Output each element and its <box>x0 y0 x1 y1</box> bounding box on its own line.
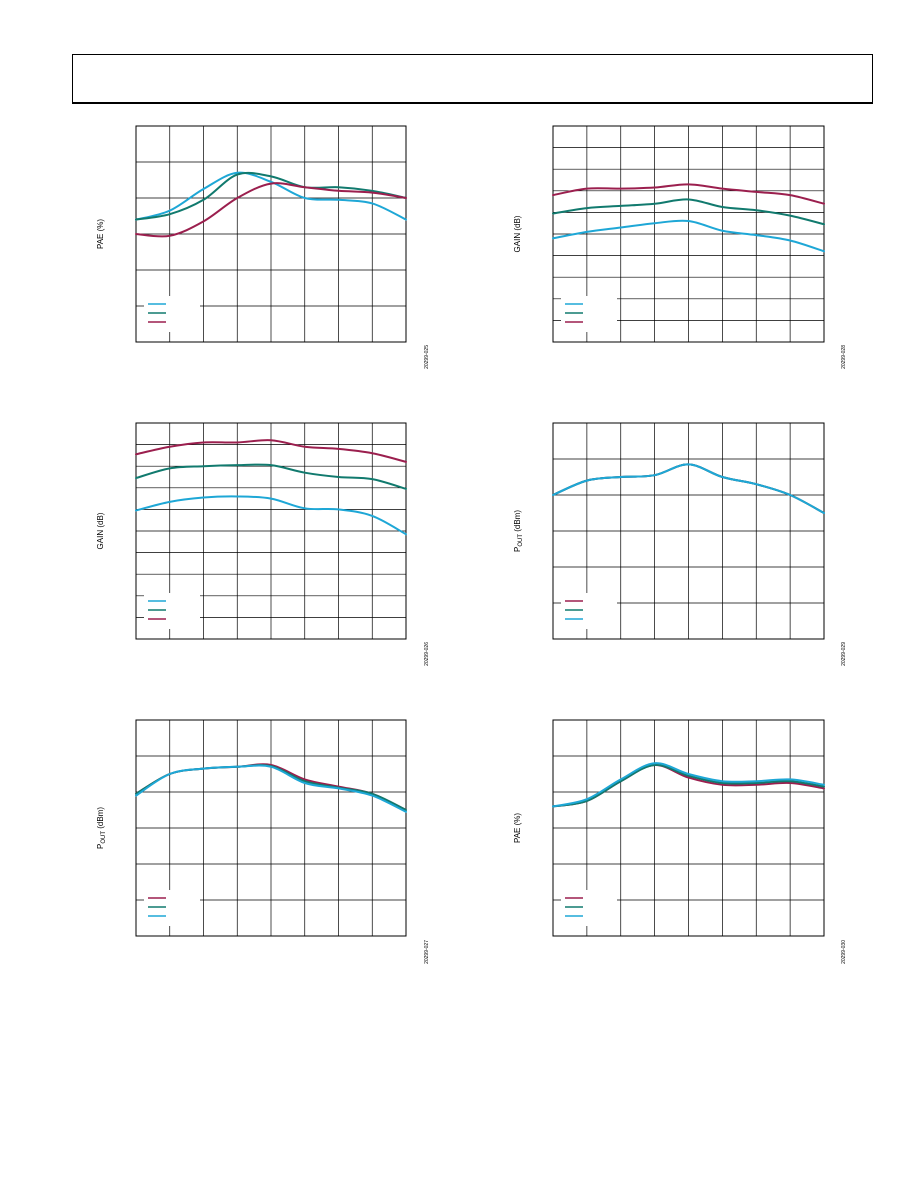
chart-2: GAIN (dB) 20299-028 <box>513 125 847 369</box>
series-line-cyan <box>552 219 825 253</box>
figure-id: 20299-029 <box>841 642 847 666</box>
series-line-teal <box>552 763 825 808</box>
plot-frame <box>552 422 825 640</box>
chart-4: POUT (dBm) 20299-029 <box>513 422 847 666</box>
plot-frame <box>135 719 407 937</box>
series-line-teal <box>552 198 825 226</box>
series-line-cyan <box>552 463 825 514</box>
plot-frame <box>135 422 407 640</box>
series-line-cyan <box>135 171 407 221</box>
chart-5: POUT (dBm) 20299-027 <box>96 719 430 964</box>
figure-id: 20299-027 <box>424 940 430 964</box>
y-axis-label: POUT (dBm) <box>96 807 107 849</box>
series-line-cyan <box>552 762 825 808</box>
page-header-box <box>72 54 873 104</box>
legend-box <box>144 890 200 926</box>
chart-3: GAIN (dB) 20299-026 <box>96 422 430 666</box>
series-line-teal <box>135 171 407 221</box>
figure-id: 20299-025 <box>424 345 430 369</box>
series-line-magenta <box>552 183 825 205</box>
legend-box <box>144 593 200 629</box>
plot-frame <box>552 719 825 937</box>
series-line-magenta <box>135 182 407 238</box>
series-line-cyan <box>135 764 407 813</box>
legend-box <box>561 890 617 926</box>
y-axis-label: PAE (%) <box>96 219 105 249</box>
figure-id: 20299-026 <box>424 642 430 666</box>
plot-frame <box>552 125 825 343</box>
legend-box <box>561 296 617 332</box>
figure-id: 20299-030 <box>841 940 847 964</box>
y-axis-label: PAE (%) <box>513 813 522 843</box>
series-line-magenta <box>135 439 407 463</box>
y-axis-label: GAIN (dB) <box>96 512 105 549</box>
figure-id: 20299-028 <box>841 345 847 369</box>
chart-6: PAE (%) 20299-030 <box>513 719 847 964</box>
series-line-cyan <box>135 495 407 536</box>
chart-1: PAE (%) 20299-025 <box>96 125 430 369</box>
legend-box <box>561 593 617 629</box>
chart-grid <box>553 126 824 342</box>
series-line-teal <box>135 463 407 490</box>
y-axis-label: POUT (dBm) <box>513 510 524 552</box>
legend-box <box>144 296 200 332</box>
y-axis-label: GAIN (dB) <box>513 215 522 252</box>
chart-grid <box>553 720 824 936</box>
